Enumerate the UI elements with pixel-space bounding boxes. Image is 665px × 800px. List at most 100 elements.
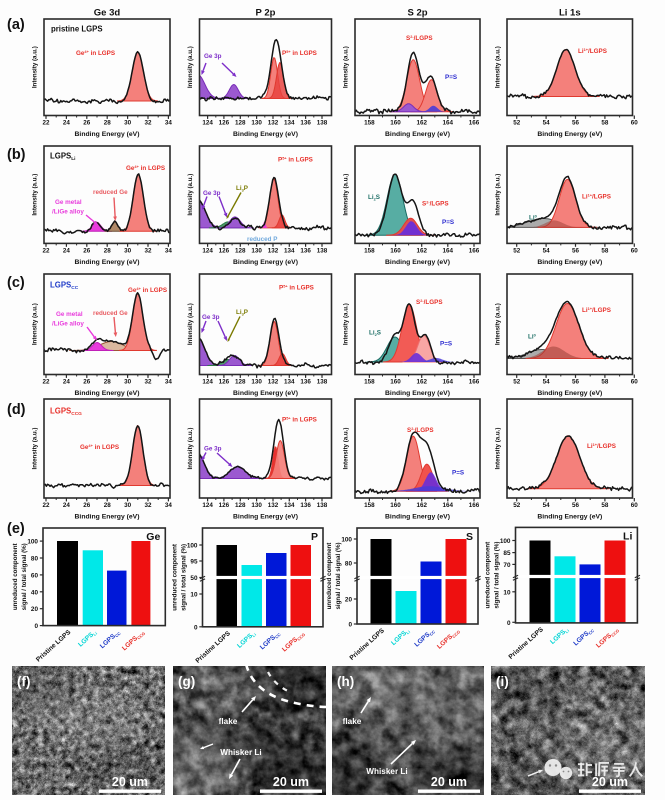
svg-text:30: 30	[124, 502, 132, 509]
svg-text:128: 128	[235, 247, 246, 254]
svg-text:Whisker Li: Whisker Li	[366, 767, 407, 776]
svg-text:Ge4+​ in LGPS: Ge4+​ in LGPS	[76, 49, 115, 57]
svg-text:Binding Energy (eV): Binding Energy (eV)	[537, 390, 602, 397]
svg-text:20: 20	[345, 597, 353, 604]
svg-text:26: 26	[83, 247, 91, 254]
svg-text:Intensity (a.u.): Intensity (a.u.)	[32, 46, 39, 88]
svg-text:Binding Energy (eV): Binding Energy (eV)	[537, 514, 602, 521]
svg-text:128: 128	[235, 379, 246, 386]
svg-text:Li2​S: Li2​S	[368, 194, 380, 201]
svg-text:unreduced component: unreduced component	[172, 544, 179, 611]
svg-text:164: 164	[443, 502, 454, 509]
svg-text:(i): (i)	[496, 674, 509, 689]
svg-text:54: 54	[543, 379, 551, 386]
svg-text:reduced Ge: reduced Ge	[93, 310, 128, 317]
svg-text:80: 80	[31, 556, 39, 563]
svg-text:Li1+​/LGPS: Li1+​/LGPS	[582, 306, 611, 314]
svg-text:80: 80	[345, 561, 353, 568]
svg-text:(e): (e)	[7, 521, 25, 537]
svg-text:28: 28	[104, 247, 112, 254]
svg-text:50: 50	[190, 575, 198, 582]
svg-text:Intensity (a.u.): Intensity (a.u.)	[343, 428, 350, 470]
svg-text:Binding Energy (eV): Binding Energy (eV)	[75, 390, 140, 397]
svg-text:132: 132	[268, 247, 279, 254]
svg-text:P5+​ in LGPS: P5+​ in LGPS	[282, 416, 317, 424]
svg-text:162: 162	[416, 502, 427, 509]
svg-text:Intensity (a.u.): Intensity (a.u.)	[343, 303, 350, 345]
svg-text:100: 100	[27, 539, 38, 546]
svg-text:S2-​/LGPS: S2-​/LGPS	[422, 200, 449, 208]
svg-text:Intensity (a.u.): Intensity (a.u.)	[187, 46, 194, 88]
svg-text:60: 60	[631, 379, 639, 386]
svg-text:56: 56	[572, 502, 580, 509]
svg-text:Li3​P: Li3​P	[236, 309, 248, 316]
svg-text:Binding Energy (eV): Binding Energy (eV)	[233, 131, 298, 138]
svg-text:P=S: P=S	[452, 470, 464, 477]
svg-text:S2-​/LGPS: S2-​/LGPS	[416, 298, 443, 306]
svg-text:(d): (d)	[7, 402, 26, 418]
svg-text:164: 164	[443, 120, 454, 127]
svg-text:126: 126	[219, 502, 230, 509]
svg-text:Li1+​/LGPS: Li1+​/LGPS	[587, 442, 616, 450]
svg-text:30: 30	[124, 247, 132, 254]
svg-text:Binding Energy (eV): Binding Energy (eV)	[537, 259, 602, 266]
svg-text:P=S: P=S	[445, 74, 457, 81]
svg-text:52: 52	[513, 247, 521, 254]
svg-text:166: 166	[469, 502, 480, 509]
svg-text:Binding Energy (eV): Binding Energy (eV)	[233, 390, 298, 397]
svg-text:134: 134	[284, 247, 295, 254]
svg-text:60: 60	[631, 247, 639, 254]
svg-text:Intensity (a.u.): Intensity (a.u.)	[32, 303, 39, 345]
svg-text:130: 130	[251, 120, 262, 127]
svg-text:32: 32	[144, 502, 152, 509]
svg-text:P5+​ in LGPS: P5+​ in LGPS	[279, 284, 314, 292]
svg-text:Binding Energy (eV): Binding Energy (eV)	[385, 514, 450, 521]
svg-text:124: 124	[202, 502, 213, 509]
svg-text:58: 58	[601, 379, 609, 386]
svg-text:52: 52	[513, 502, 521, 509]
svg-text:10: 10	[503, 589, 511, 596]
svg-text:S: S	[466, 531, 473, 543]
svg-text:166: 166	[469, 247, 480, 254]
svg-text:54: 54	[543, 502, 551, 509]
svg-text:Ge4+​ in LGPS: Ge4+​ in LGPS	[80, 443, 119, 451]
svg-text:162: 162	[416, 379, 427, 386]
svg-text:unreduced component: unreduced component	[326, 543, 333, 610]
svg-text:166: 166	[469, 379, 480, 386]
svg-text:124: 124	[202, 379, 213, 386]
svg-text:166: 166	[469, 120, 480, 127]
svg-text:160: 160	[390, 502, 401, 509]
svg-text:160: 160	[390, 247, 401, 254]
svg-text:34: 34	[165, 120, 173, 127]
svg-text:S2-​/LGPS: S2-​/LGPS	[406, 34, 433, 42]
svg-text:126: 126	[219, 247, 230, 254]
svg-text:Intensity (a.u.): Intensity (a.u.)	[343, 174, 350, 216]
svg-text:pristine LGPS: pristine LGPS	[51, 25, 103, 34]
svg-text:126: 126	[219, 379, 230, 386]
svg-text:Li1+​/LGPS: Li1+​/LGPS	[578, 47, 607, 55]
svg-text:Intensity (a.u.): Intensity (a.u.)	[495, 174, 502, 216]
svg-text:126: 126	[219, 120, 230, 127]
svg-text:Ge 3p: Ge 3p	[204, 53, 222, 60]
svg-text:158: 158	[364, 379, 375, 386]
svg-text:signal / total signal (%): signal / total signal (%)	[21, 543, 28, 610]
svg-text:(h): (h)	[337, 674, 354, 689]
svg-text:20 um: 20 um	[273, 775, 309, 789]
svg-text:22: 22	[42, 120, 50, 127]
svg-text:132: 132	[268, 502, 279, 509]
svg-text:0: 0	[507, 620, 511, 627]
svg-text:Binding Energy (eV): Binding Energy (eV)	[385, 131, 450, 138]
svg-text:138: 138	[317, 120, 328, 127]
svg-text:24: 24	[63, 502, 71, 509]
svg-text:Li 1s: Li 1s	[559, 8, 581, 19]
svg-text:136: 136	[300, 120, 311, 127]
svg-text:Intensity (a.u.): Intensity (a.u.)	[495, 428, 502, 470]
svg-text:160: 160	[390, 120, 401, 127]
svg-text:P=S: P=S	[442, 219, 454, 226]
svg-text:138: 138	[317, 247, 328, 254]
svg-text:Li: Li	[623, 530, 632, 542]
svg-text:95: 95	[190, 559, 198, 566]
svg-text:138: 138	[317, 379, 328, 386]
svg-text:130: 130	[251, 502, 262, 509]
svg-text:Ge 3d: Ge 3d	[94, 8, 121, 19]
